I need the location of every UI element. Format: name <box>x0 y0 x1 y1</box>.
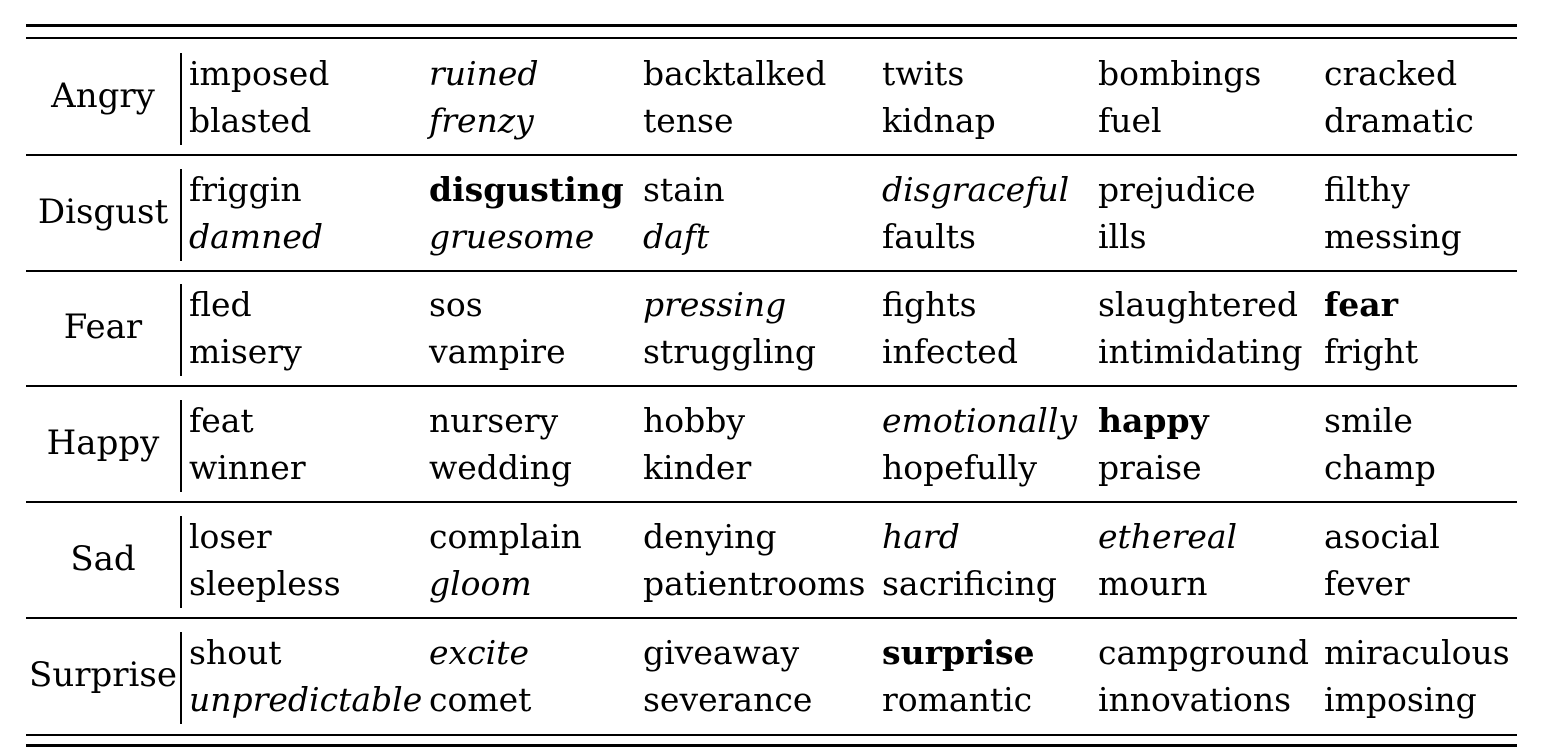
row-separator <box>26 501 1517 503</box>
bottom-rule-inner <box>26 734 1517 736</box>
word-cell: infected <box>882 332 1018 371</box>
emotion-label: Disgust <box>37 192 169 232</box>
word-cell: fights <box>882 285 977 324</box>
word-cell: imposing <box>1324 680 1477 719</box>
word-cell: sleepless <box>189 564 341 603</box>
word-cell: blasted <box>189 101 312 140</box>
word-cell: disgusting <box>429 170 624 209</box>
word-cell: tense <box>643 101 734 140</box>
word-cell: bombings <box>1098 54 1262 93</box>
word-cell: frenzy <box>429 101 534 140</box>
word-cell: intimidating <box>1098 332 1303 371</box>
word-cell: kidnap <box>882 101 996 140</box>
word-cell: unpredictable <box>189 680 423 719</box>
word-cell: mourn <box>1098 564 1208 603</box>
word-cell: daft <box>643 217 710 256</box>
word-cell: twits <box>882 54 965 93</box>
top-rule-inner <box>26 37 1517 39</box>
row-divider-vertical <box>180 632 182 724</box>
word-cell: fright <box>1324 332 1419 371</box>
row-divider-vertical <box>180 53 182 145</box>
word-cell: romantic <box>882 680 1033 719</box>
word-cell: fled <box>189 285 252 324</box>
word-cell: ruined <box>429 54 539 93</box>
word-cell: asocial <box>1324 517 1440 556</box>
word-cell: denying <box>643 517 777 556</box>
word-cell: backtalked <box>643 54 827 93</box>
row-divider-vertical <box>180 284 182 376</box>
emotion-label: Fear <box>63 307 143 347</box>
word-cell: happy <box>1098 401 1209 440</box>
word-cell: shout <box>189 633 282 672</box>
row-separator <box>26 154 1517 156</box>
word-cell: stain <box>643 170 725 209</box>
row-separator <box>26 270 1517 272</box>
row-divider-vertical <box>180 400 182 492</box>
word-cell: innovations <box>1098 680 1292 719</box>
bottom-rule-outer <box>26 744 1517 747</box>
word-cell: sacrificing <box>882 564 1057 603</box>
word-cell: pressing <box>643 285 787 324</box>
word-cell: slaughtered <box>1098 285 1299 324</box>
word-cell: winner <box>189 448 306 487</box>
word-cell: patientrooms <box>643 564 866 603</box>
emotion-label: Sad <box>70 539 136 579</box>
emotion-label: Surprise <box>29 655 177 695</box>
word-cell: struggling <box>643 332 816 371</box>
word-cell: nursery <box>429 401 559 440</box>
word-cell: hobby <box>643 401 746 440</box>
word-cell: fever <box>1324 564 1410 603</box>
word-cell: gruesome <box>429 217 595 256</box>
word-cell: miraculous <box>1324 633 1510 672</box>
row-divider-vertical <box>180 169 182 261</box>
word-cell: ethereal <box>1098 517 1238 556</box>
word-cell: champ <box>1324 448 1436 487</box>
word-cell: cracked <box>1324 54 1458 93</box>
word-cell: messing <box>1324 217 1462 256</box>
word-cell: filthy <box>1324 170 1410 209</box>
word-cell: disgraceful <box>882 170 1070 209</box>
word-cell: emotionally <box>882 401 1078 440</box>
word-cell: loser <box>189 517 272 556</box>
word-cell: fuel <box>1098 101 1162 140</box>
word-cell: prejudice <box>1098 170 1256 209</box>
word-cell: wedding <box>429 448 572 487</box>
word-cell: feat <box>189 401 254 440</box>
word-cell: faults <box>882 217 976 256</box>
top-rule-outer <box>26 24 1517 27</box>
word-cell: imposed <box>189 54 330 93</box>
word-cell: comet <box>429 680 532 719</box>
emotion-label: Happy <box>46 423 160 463</box>
word-cell: complain <box>429 517 582 556</box>
emotion-label: Angry <box>51 76 155 116</box>
word-cell: damned <box>189 217 323 256</box>
word-cell: misery <box>189 332 302 371</box>
word-cell: ills <box>1098 217 1147 256</box>
word-cell: hard <box>882 517 960 556</box>
row-divider-vertical <box>180 516 182 608</box>
word-cell: campground <box>1098 633 1309 672</box>
word-cell: sos <box>429 285 483 324</box>
word-cell: hopefully <box>882 448 1037 487</box>
word-cell: dramatic <box>1324 101 1474 140</box>
word-cell: vampire <box>429 332 566 371</box>
word-cell: giveaway <box>643 633 800 672</box>
word-cell: praise <box>1098 448 1202 487</box>
word-cell: severance <box>643 680 813 719</box>
word-cell: smile <box>1324 401 1413 440</box>
word-cell: fear <box>1324 285 1398 324</box>
word-cell: gloom <box>429 564 532 603</box>
word-cell: surprise <box>882 633 1035 672</box>
row-separator <box>26 617 1517 619</box>
word-cell: kinder <box>643 448 752 487</box>
word-cell: friggin <box>189 170 302 209</box>
word-cell: excite <box>429 633 529 672</box>
row-separator <box>26 385 1517 387</box>
